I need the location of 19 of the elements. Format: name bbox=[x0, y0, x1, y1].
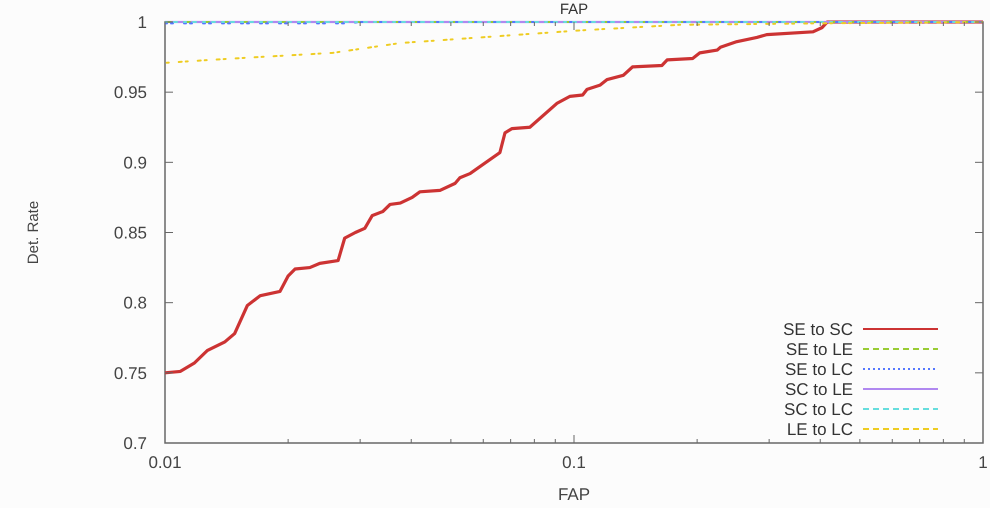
x-axis-title: FAP bbox=[558, 485, 590, 504]
x-tick-label: 0.01 bbox=[148, 453, 182, 472]
y-tick-label: 0.85 bbox=[114, 224, 147, 242]
legend-label: SE to SC bbox=[783, 320, 853, 339]
y-tick-label: 1 bbox=[138, 13, 147, 32]
legend-label: SE to LE bbox=[786, 340, 853, 359]
y-tick-label: 0.9 bbox=[123, 153, 147, 172]
y-tick-label: 0.8 bbox=[123, 294, 147, 313]
legend-label: SC to LE bbox=[784, 380, 853, 399]
y-tick-label: 0.75 bbox=[114, 364, 147, 383]
y-tick-label: 0.7 bbox=[123, 434, 147, 453]
chart-title: FAP bbox=[560, 1, 588, 18]
y-axis-title: Det. Rate bbox=[25, 200, 42, 264]
legend-label: SC to LC bbox=[784, 400, 853, 419]
legend-label: SE to LC bbox=[784, 360, 853, 379]
x-tick-label: 0.1 bbox=[562, 453, 586, 472]
x-tick-label: 1 bbox=[978, 453, 988, 472]
y-tick-label: 0.95 bbox=[114, 83, 147, 102]
legend-label: LE to LC bbox=[786, 420, 853, 439]
